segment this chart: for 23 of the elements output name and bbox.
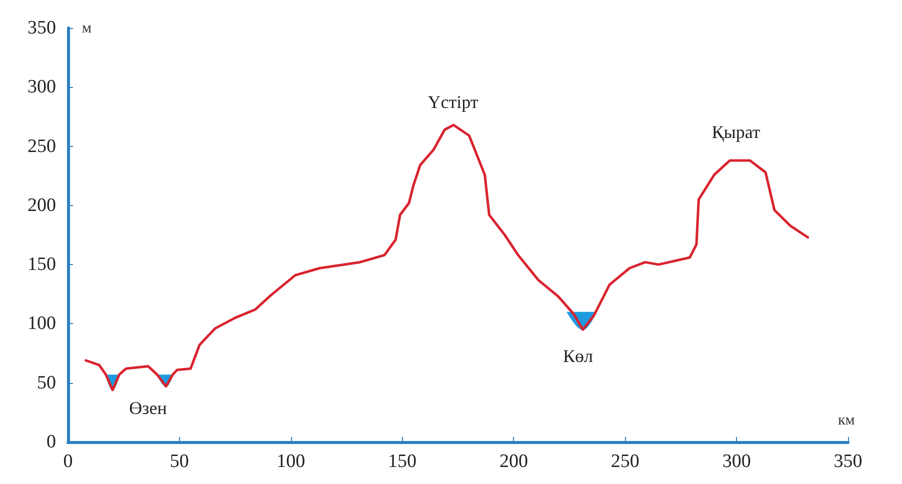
y-tick-label: 200 [28, 194, 56, 216]
y-tick-label: 0 [46, 432, 56, 452]
annotation: Үстірт [428, 92, 478, 112]
x-tick-label: 200 [499, 451, 528, 472]
y-tick-label: 100 [28, 313, 56, 334]
y-tick-label: 250 [28, 136, 56, 157]
annotation: Өзен [129, 398, 168, 418]
y-tick-label: 300 [28, 76, 56, 98]
y-tick-label: 350 [28, 18, 56, 38]
y-axis-title: м [82, 20, 92, 36]
y-tick-label: 50 [37, 372, 56, 394]
x-tick-label: 300 [722, 451, 751, 472]
annotation: Көл [563, 346, 594, 366]
y-tick-label: 150 [28, 254, 56, 276]
x-tick-label: 150 [388, 451, 417, 472]
x-tick-label: 100 [276, 451, 306, 472]
line-series [84, 124, 810, 392]
x-tick-label: 50 [170, 451, 189, 472]
x-tick-label: 0 [63, 451, 73, 472]
x-tick-label: 250 [610, 451, 640, 472]
annotation: Қырат [712, 122, 760, 142]
x-tick-label: 350 [834, 451, 862, 472]
x-axis-title: км [838, 412, 856, 428]
